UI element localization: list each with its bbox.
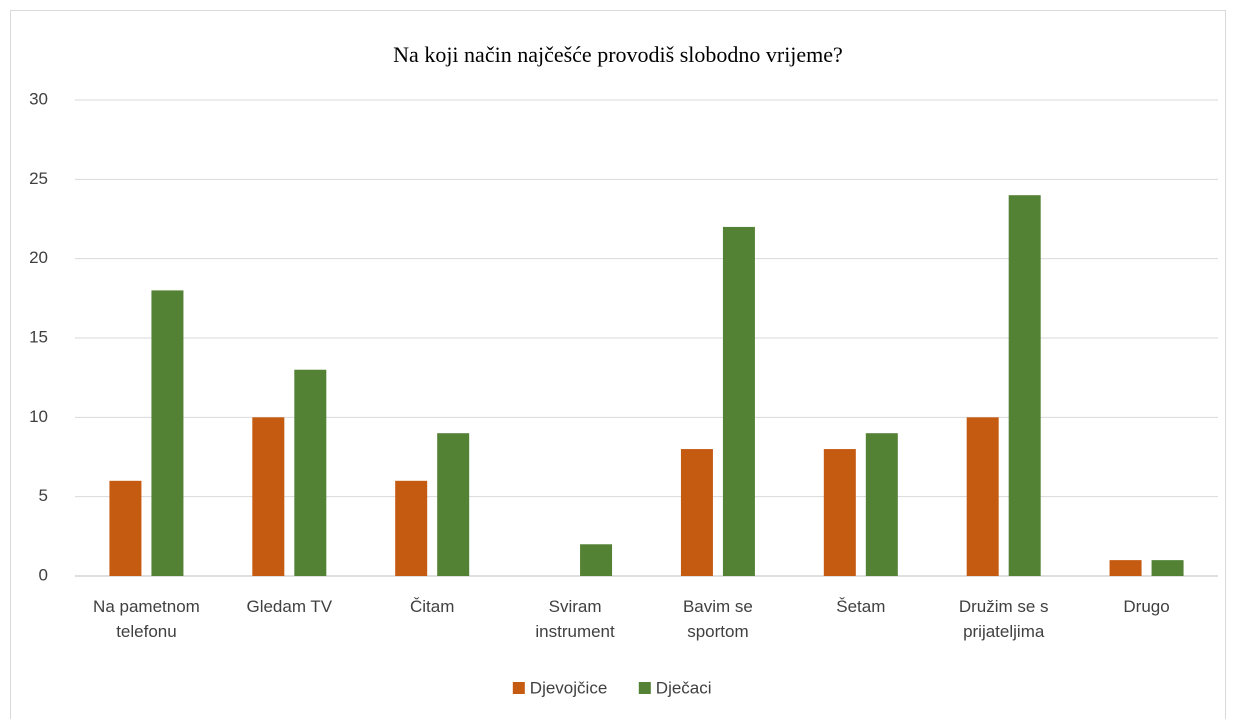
bar: [294, 369, 327, 576]
y-tick-label: 0: [39, 565, 48, 584]
legend-label: Dječaci: [656, 678, 712, 697]
y-tick-label: 20: [29, 248, 48, 267]
legend-swatch: [638, 682, 651, 694]
y-tick-label: 5: [39, 486, 48, 505]
chart-border: [10, 10, 1226, 719]
x-tick-label: Bavim se sportom: [682, 597, 753, 641]
bar: [109, 480, 142, 576]
bar: [252, 417, 285, 576]
bar: [823, 449, 856, 576]
chart-title: Na koji način najčešće provodiš slobodno…: [393, 42, 843, 67]
x-tick-label: Gledam TV: [246, 597, 333, 616]
bar: [151, 290, 184, 576]
bar: [1109, 560, 1142, 576]
legend-swatch: [512, 682, 525, 694]
x-tick-label: Šetam: [836, 597, 886, 616]
legend-label: Djevojčice: [530, 678, 607, 697]
x-tick-label: Čitam: [409, 597, 455, 616]
y-tick-label: 15: [29, 327, 48, 346]
bar: [1151, 560, 1184, 576]
bar: [722, 226, 755, 576]
y-tick-label: 30: [29, 89, 48, 108]
bar: [680, 449, 713, 576]
bar: [966, 417, 999, 576]
bar: [395, 480, 428, 576]
bar: [1008, 195, 1041, 576]
x-tick-label: Sviram instrument: [535, 597, 615, 641]
x-tick-label: Družim se s prijateljima: [958, 597, 1049, 641]
y-tick-label: 25: [29, 169, 48, 188]
bar: [437, 433, 470, 576]
y-tick-label: 10: [29, 407, 48, 426]
bar: [580, 544, 613, 576]
bar: [865, 433, 898, 576]
x-tick-label: Drugo: [1123, 597, 1170, 616]
x-tick-label: Na pametnom telefonu: [93, 597, 200, 641]
